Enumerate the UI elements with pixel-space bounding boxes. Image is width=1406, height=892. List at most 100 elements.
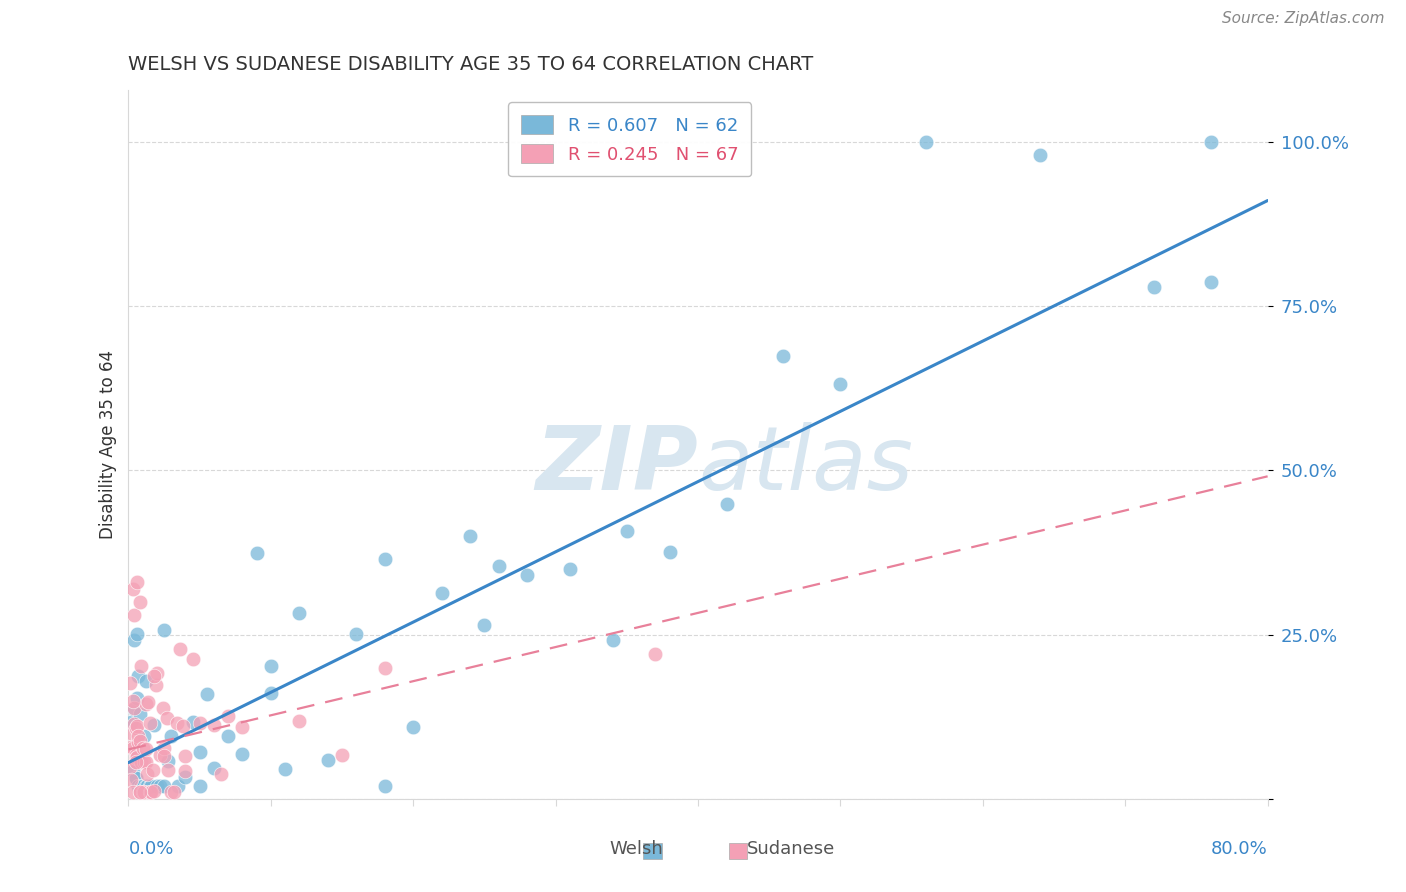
Point — [152, 701, 174, 715]
Point — [125, 627, 148, 641]
Point — [516, 568, 538, 582]
Point — [120, 714, 142, 729]
Point — [153, 749, 176, 764]
Point — [122, 701, 145, 715]
Point — [616, 524, 638, 539]
Point — [181, 715, 204, 730]
Point — [132, 779, 155, 793]
Point — [121, 785, 143, 799]
Point — [716, 497, 738, 511]
Point — [127, 729, 149, 743]
Point — [139, 716, 162, 731]
Point — [146, 779, 169, 793]
Point — [169, 641, 191, 656]
Y-axis label: Disability Age 35 to 64: Disability Age 35 to 64 — [100, 350, 117, 539]
Point — [120, 725, 142, 739]
Point — [202, 718, 225, 732]
Text: Welsh: Welsh — [610, 840, 664, 858]
Point — [488, 559, 510, 574]
FancyBboxPatch shape — [728, 843, 747, 859]
Point — [128, 595, 150, 609]
Point — [160, 785, 183, 799]
Point — [122, 607, 145, 622]
Point — [163, 785, 186, 799]
Point — [146, 666, 169, 681]
Point — [156, 711, 179, 725]
Point — [188, 716, 211, 731]
Point — [121, 582, 143, 596]
Point — [149, 747, 172, 762]
Point — [125, 718, 148, 732]
Point — [128, 733, 150, 747]
Point — [125, 690, 148, 705]
Text: Sudanese: Sudanese — [747, 840, 835, 858]
Point — [135, 673, 157, 688]
Point — [141, 779, 163, 793]
Point — [288, 714, 311, 728]
Point — [260, 686, 283, 700]
Point — [121, 741, 143, 756]
Point — [174, 749, 197, 764]
Point — [134, 755, 156, 769]
Point — [128, 707, 150, 722]
Point — [135, 742, 157, 756]
Point — [136, 779, 159, 793]
Point — [120, 740, 142, 755]
Point — [644, 647, 666, 661]
Point — [143, 783, 166, 797]
Point — [138, 695, 160, 709]
FancyBboxPatch shape — [644, 843, 662, 859]
Point — [181, 652, 204, 666]
Point — [1199, 275, 1222, 289]
Point — [139, 779, 162, 793]
Point — [260, 659, 283, 673]
Point — [602, 633, 624, 648]
Point — [125, 750, 148, 764]
Point — [124, 771, 146, 785]
Point — [374, 779, 396, 793]
Point — [231, 747, 253, 761]
Point — [658, 545, 681, 559]
Point — [120, 772, 142, 787]
Point — [127, 779, 149, 793]
Point — [142, 763, 165, 777]
Point — [127, 669, 149, 683]
Point — [134, 729, 156, 743]
Text: Source: ZipAtlas.com: Source: ZipAtlas.com — [1222, 11, 1385, 26]
Text: 80.0%: 80.0% — [1211, 840, 1268, 858]
Point — [124, 747, 146, 762]
Point — [217, 708, 239, 723]
Point — [195, 687, 218, 701]
Point — [1143, 280, 1166, 294]
Point — [118, 760, 141, 774]
Point — [157, 763, 180, 777]
Point — [217, 730, 239, 744]
Point — [135, 755, 157, 769]
Point — [202, 761, 225, 775]
Point — [274, 762, 297, 776]
Point — [149, 779, 172, 793]
Point — [127, 735, 149, 749]
Point — [330, 747, 353, 762]
Point — [430, 585, 453, 599]
Point — [915, 135, 938, 149]
Point — [128, 785, 150, 799]
Point — [143, 718, 166, 732]
Point — [128, 785, 150, 799]
Point — [174, 770, 197, 784]
Point — [246, 546, 269, 560]
Point — [188, 779, 211, 793]
Point — [157, 754, 180, 768]
Text: atlas: atlas — [697, 423, 912, 508]
Point — [172, 719, 194, 733]
Point — [1029, 148, 1052, 162]
Point — [122, 632, 145, 647]
Point — [129, 755, 152, 769]
Point — [129, 779, 152, 793]
Point — [374, 552, 396, 566]
Point — [129, 659, 152, 673]
Point — [141, 785, 163, 799]
Point — [458, 529, 481, 543]
Point — [122, 702, 145, 716]
Point — [121, 694, 143, 708]
